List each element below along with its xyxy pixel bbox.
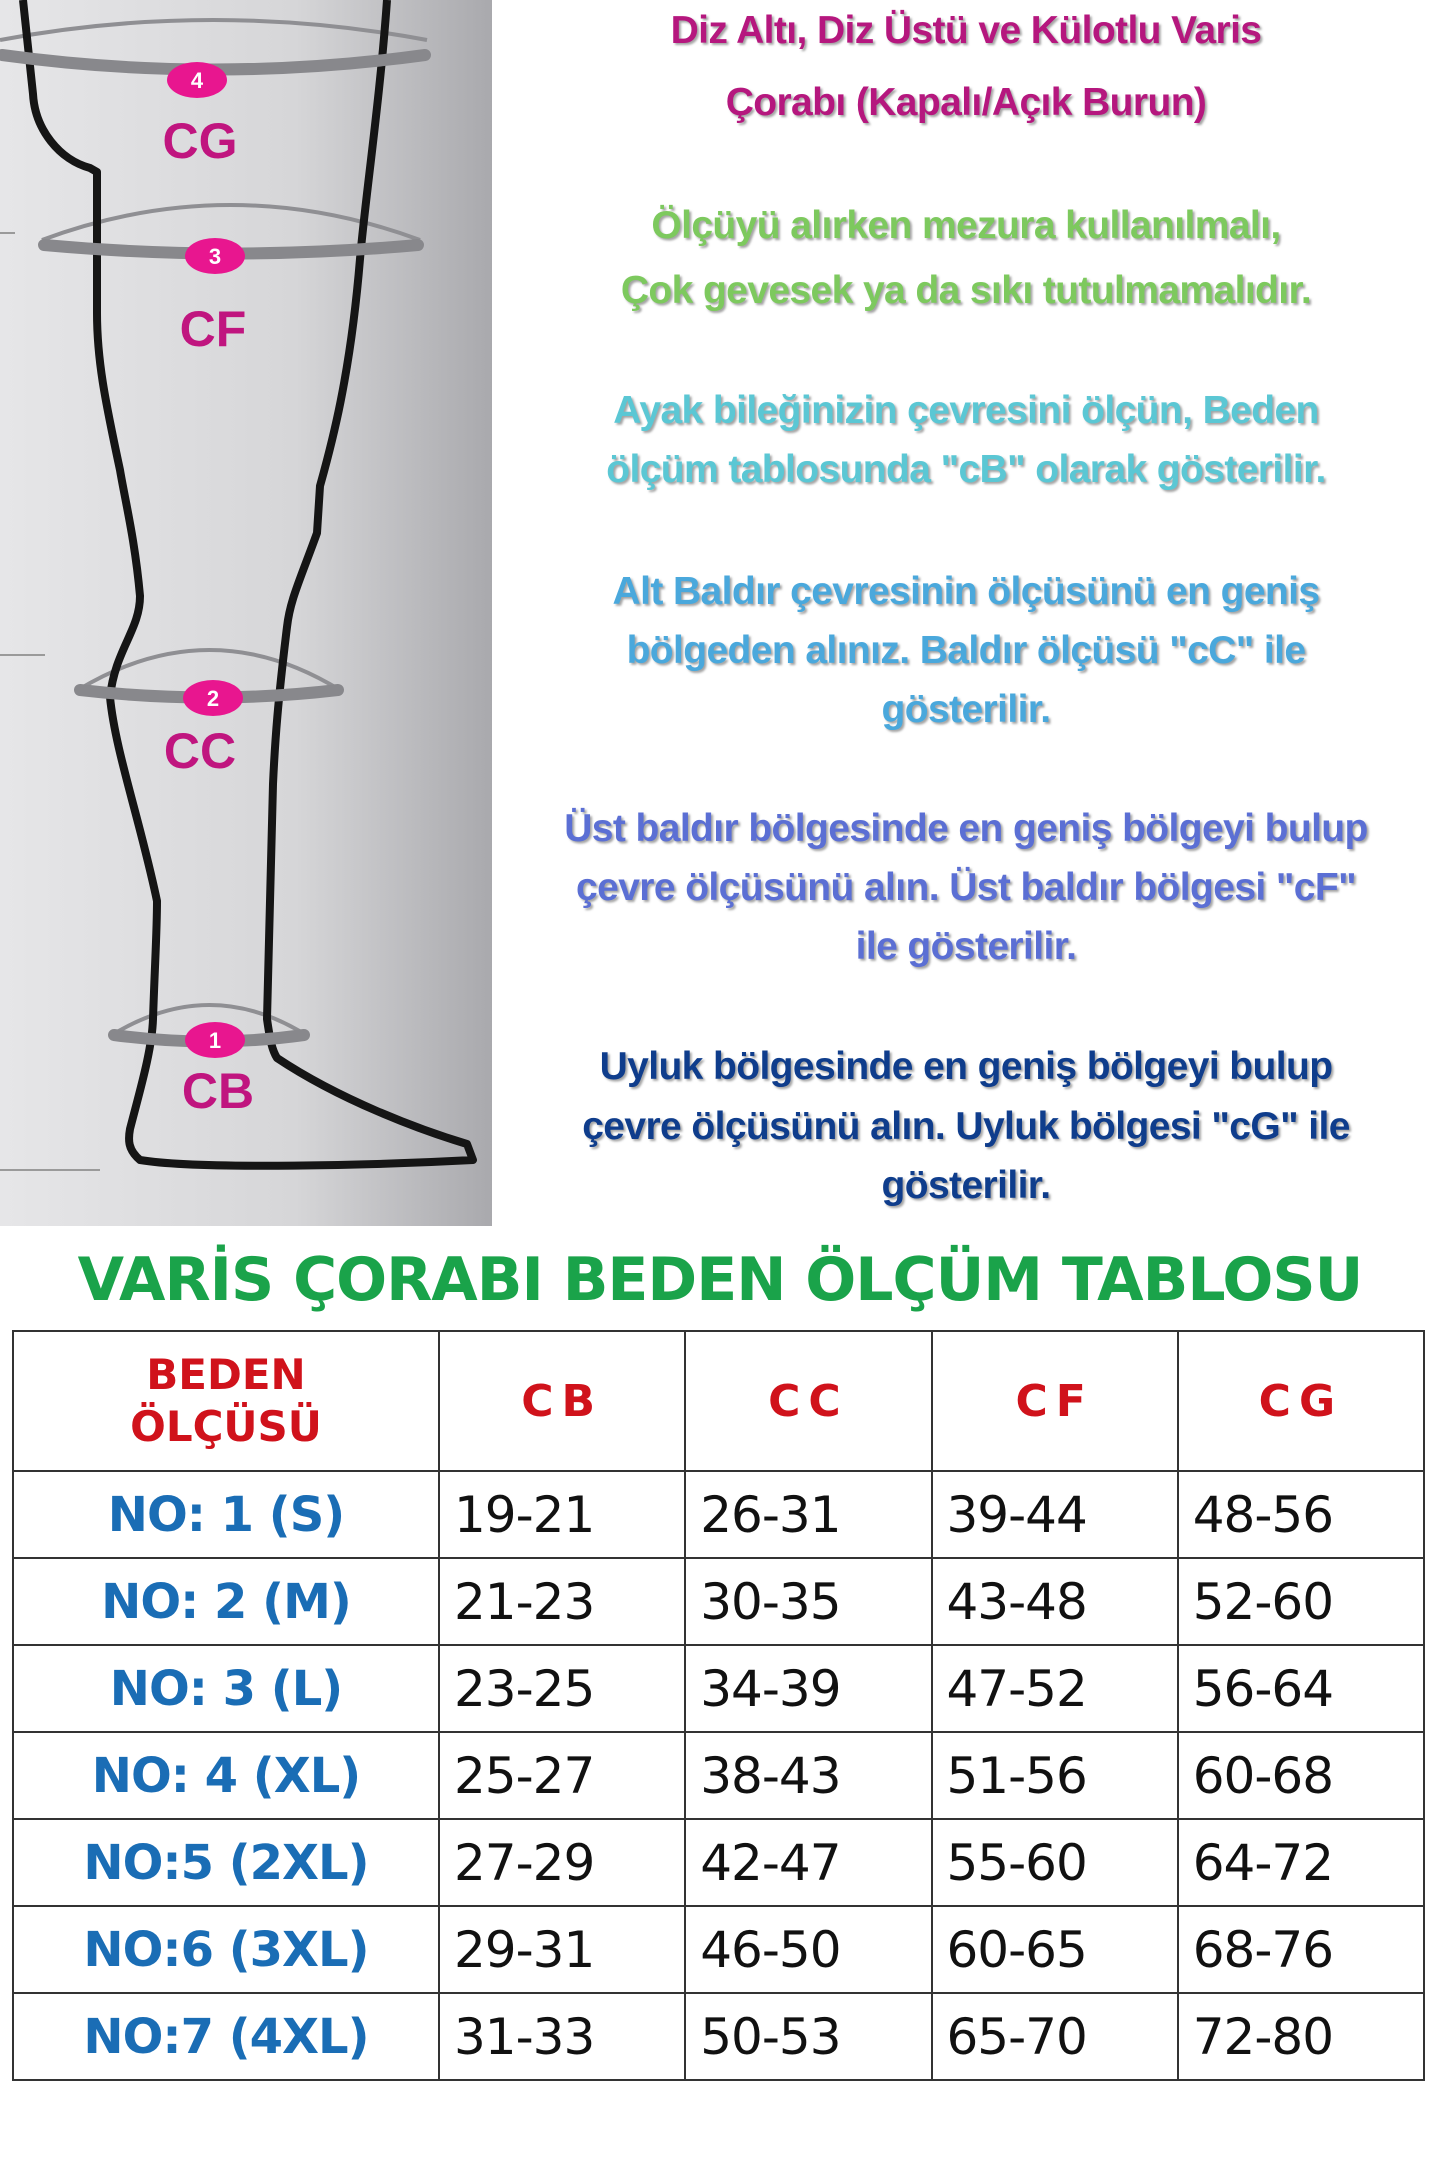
instruction-general: Çok gevesek ya da sıkı tutulmamalıdır. [620, 269, 1312, 312]
table-row: NO:7 (4XL) 31-33 50-53 65-70 72-80 [12, 1992, 1426, 2081]
size-cell: NO: 2 (M) [12, 1557, 440, 1646]
instruction-cc: Alt Baldır çevresinin ölçüsünü en geniş [612, 570, 1321, 613]
measurement-cell-cc: 34-39 [684, 1644, 933, 1733]
measurement-cell-cb: 27-29 [437, 1818, 687, 1907]
header-cb: CB [437, 1330, 687, 1472]
measurement-cell-cb: 31-33 [437, 1992, 687, 2081]
table-row: NO: 2 (M) 21-23 30-35 43-48 52-60 [12, 1557, 1426, 1646]
badge-2-icon [183, 680, 243, 716]
measurement-cell-cb: 25-27 [437, 1731, 687, 1820]
measurement-cell-cg: 48-56 [1176, 1470, 1426, 1559]
badge-4-icon [167, 62, 227, 98]
measurement-cell-cb: 23-25 [437, 1644, 687, 1733]
measurement-cell-cg: 60-68 [1176, 1731, 1426, 1820]
measurement-cell-cc: 30-35 [684, 1557, 933, 1646]
measurement-cell-cf: 47-52 [930, 1644, 1179, 1733]
measurement-cell-cc: 50-53 [684, 1992, 933, 2081]
measurement-cell-cf: 39-44 [930, 1470, 1179, 1559]
instruction-cb: Ayak bileğinizin çevresini ölçün, Beden [613, 389, 1319, 432]
instruction-cb: ölçüm tablosunda "cB" olarak gösterilir. [606, 448, 1326, 491]
size-cell: NO: 4 (XL) [12, 1731, 440, 1820]
measurement-cell-cc: 38-43 [684, 1731, 933, 1820]
marker-label: CB [182, 1063, 254, 1119]
leg-measurement-diagram: 4 CG 3 CF 2 CC 1 CB [0, 0, 492, 1226]
instruction-cc: gösterilir. [881, 688, 1052, 731]
instruction-cc: bölgeden alınız. Baldır ölçüsü "cC" ile [626, 629, 1306, 672]
svg-text:4: 4 [191, 68, 204, 93]
table-row: NO: 4 (XL) 25-27 38-43 51-56 60-68 [12, 1731, 1426, 1820]
marker-cb: 1 CB [182, 1022, 254, 1119]
measurement-cell-cf: 60-65 [930, 1905, 1179, 1994]
instruction-general: Ölçüyü alırken mezura kullanılmalı, [651, 204, 1281, 247]
measurement-cell-cc: 42-47 [684, 1818, 933, 1907]
size-cell: NO: 3 (L) [12, 1644, 440, 1733]
instructions-panel: Diz Altı, Diz Üstü ve Külotlu Varis Çora… [492, 0, 1440, 1226]
marker-label: CC [164, 723, 236, 779]
measurement-cell-cg: 68-76 [1176, 1905, 1426, 1994]
background-lines [0, 232, 100, 1171]
instruction-cf: ile gösterilir. [855, 925, 1077, 968]
badge-1-icon [185, 1022, 245, 1058]
svg-text:2: 2 [207, 686, 219, 711]
header-size: BEDEN ÖLÇÜSÜ [12, 1330, 440, 1472]
measurement-cell-cg: 64-72 [1176, 1818, 1426, 1907]
size-table-title: VARİS ÇORABI BEDEN ÖLÇÜM TABLOSU [77, 1245, 1364, 1315]
measurement-cell-cb: 29-31 [437, 1905, 687, 1994]
instruction-cf: çevre ölçüsünü alın. Üst baldır bölgesi … [576, 866, 1357, 909]
size-cell: NO:5 (2XL) [12, 1818, 440, 1907]
measurement-cell-cf: 43-48 [930, 1557, 1179, 1646]
table-row: NO:6 (3XL) 29-31 46-50 60-65 68-76 [12, 1905, 1426, 1994]
marker-cf: 3 CF [180, 238, 247, 357]
header-cf: CF [930, 1330, 1179, 1472]
svg-text:1: 1 [209, 1028, 221, 1053]
title-line: Diz Altı, Diz Üstü ve Külotlu Varis [670, 9, 1262, 52]
marker-label: CG [163, 113, 238, 169]
measurement-cell-cb: 21-23 [437, 1557, 687, 1646]
title-line: Çorabı (Kapalı/Açık Burun) [725, 81, 1207, 124]
leg-outline [19, 0, 477, 1170]
header-cg: CG [1176, 1330, 1426, 1472]
badge-3-icon [185, 238, 245, 274]
size-cell: NO:6 (3XL) [12, 1905, 440, 1994]
size-chart-table: BEDEN ÖLÇÜSÜ CB CC CF CG NO: 1 (S) 19-21 2… [12, 1330, 1426, 2081]
measurement-cell-cg: 56-64 [1176, 1644, 1426, 1733]
measurement-cell-cc: 26-31 [684, 1470, 933, 1559]
size-cell: NO: 1 (S) [12, 1470, 440, 1559]
marker-cg: 4 CG [163, 62, 238, 169]
table-row: NO:5 (2XL) 27-29 42-47 55-60 64-72 [12, 1818, 1426, 1907]
marker-label: CF [180, 301, 247, 357]
table-header-row: BEDEN ÖLÇÜSÜ CB CC CF CG [12, 1330, 1426, 1472]
measurement-cell-cf: 51-56 [930, 1731, 1179, 1820]
instruction-cg: gösterilir. [881, 1164, 1052, 1207]
measurement-cell-cg: 52-60 [1176, 1557, 1426, 1646]
table-row: NO: 3 (L) 23-25 34-39 47-52 56-64 [12, 1644, 1426, 1733]
measurement-cell-cc: 46-50 [684, 1905, 933, 1994]
header-size-line: BEDEN [146, 1350, 306, 1399]
marker-cc: 2 CC [164, 680, 243, 779]
measurement-cell-cf: 65-70 [930, 1992, 1179, 2081]
instruction-cf: Üst baldır bölgesinde en geniş bölgeyi b… [564, 807, 1368, 850]
table-row: NO: 1 (S) 19-21 26-31 39-44 48-56 [12, 1470, 1426, 1559]
instruction-cg: Uyluk bölgesinde en geniş bölgeyi bulup [599, 1045, 1333, 1088]
header-cc: CC [684, 1330, 933, 1472]
measurement-cell-cb: 19-21 [437, 1470, 687, 1559]
measurement-cell-cf: 55-60 [930, 1818, 1179, 1907]
instruction-cg: çevre ölçüsünü alın. Uyluk bölgesi "cG" … [582, 1105, 1350, 1148]
svg-text:3: 3 [209, 244, 221, 269]
header-size-line: ÖLÇÜSÜ [130, 1402, 322, 1451]
size-cell: NO:7 (4XL) [12, 1992, 440, 2081]
measurement-cell-cg: 72-80 [1176, 1992, 1426, 2081]
